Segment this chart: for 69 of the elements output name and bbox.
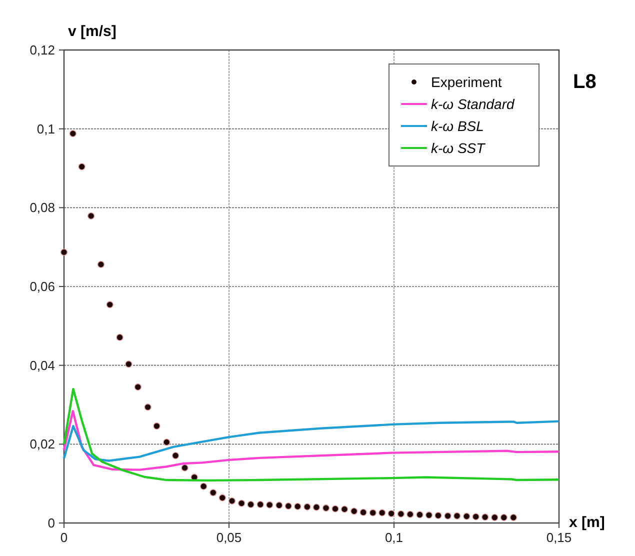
x-tick-label: 0,15 [546, 530, 572, 545]
line-series [62, 410, 560, 471]
point [87, 212, 95, 220]
point [97, 260, 105, 268]
x-tick-label: 0,05 [216, 530, 242, 545]
point [266, 501, 274, 508]
point [210, 489, 217, 496]
point [238, 500, 246, 507]
y-tick-label: 0,04 [30, 358, 55, 373]
point [472, 513, 480, 520]
point [78, 163, 86, 170]
point [500, 514, 508, 522]
y-axis-title: v [m/s] [68, 23, 116, 40]
point [284, 502, 292, 510]
line-series [62, 388, 560, 482]
point [181, 464, 188, 472]
point [369, 509, 376, 516]
point [294, 502, 302, 510]
point [444, 512, 452, 520]
point [434, 512, 442, 520]
point [332, 505, 339, 512]
legend-label: k-ω BSL [431, 118, 484, 134]
point [125, 360, 132, 368]
y-tick-label: 0 [48, 516, 55, 530]
point [397, 510, 405, 518]
text: L8 [573, 71, 596, 93]
point [163, 438, 170, 446]
point [360, 508, 367, 516]
point [388, 510, 395, 518]
point [144, 404, 152, 411]
point [304, 503, 311, 510]
point [453, 512, 461, 520]
point [134, 383, 142, 391]
point [340, 506, 348, 513]
point [378, 509, 386, 516]
point [228, 497, 236, 505]
point [276, 502, 283, 509]
point [247, 500, 254, 508]
x-axis-title: x [m] [569, 514, 605, 531]
point [218, 494, 226, 502]
point [491, 514, 498, 522]
x-tick-label: 0 [60, 530, 68, 545]
point [116, 334, 124, 341]
point [322, 504, 330, 512]
point [172, 452, 180, 460]
point [463, 512, 470, 520]
point [312, 504, 320, 511]
point [106, 301, 114, 308]
y-tick-label: 0,02 [30, 436, 55, 452]
y-tick-label: 0,08 [30, 200, 55, 216]
point [69, 130, 77, 138]
y-tick-label: 0,12 [30, 42, 55, 58]
legend-label: k-ω SST [431, 140, 486, 156]
point [200, 482, 208, 490]
point [406, 510, 414, 518]
point [350, 508, 358, 515]
point [153, 422, 160, 430]
point [481, 513, 489, 521]
point [425, 512, 433, 519]
legend-label: Experiment [431, 74, 502, 90]
line-series [62, 420, 560, 462]
point [60, 248, 68, 256]
y-tick-label: 0,1 [36, 121, 55, 136]
point [416, 511, 424, 518]
x-tick-label: 0,1 [384, 530, 404, 545]
point [256, 500, 264, 508]
point [510, 514, 518, 522]
legend-label: k-ω Standard [431, 96, 516, 112]
y-tick-label: 0,06 [30, 279, 55, 294]
